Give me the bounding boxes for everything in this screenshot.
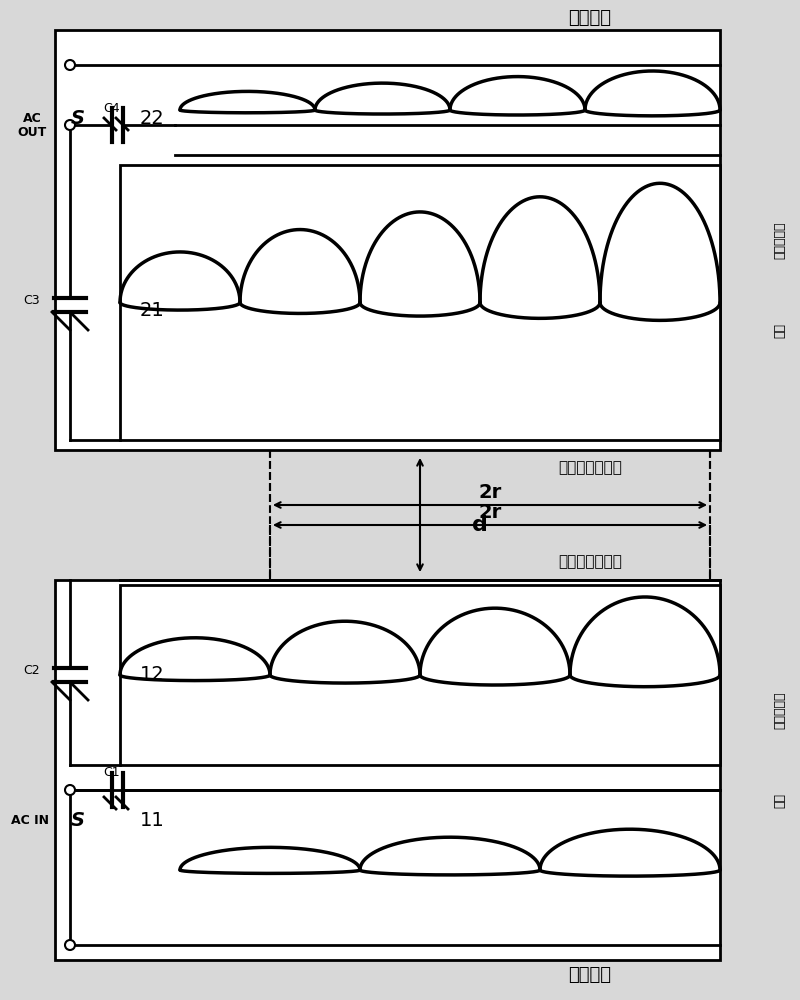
Text: d: d (472, 515, 488, 535)
Bar (120, 585, 720, 765)
Circle shape (65, 940, 75, 950)
Text: 22: 22 (140, 108, 164, 127)
Text: 电容: 电容 (774, 322, 786, 338)
Text: 21: 21 (140, 300, 164, 320)
Text: AC IN: AC IN (11, 814, 49, 826)
Bar (55, 30, 720, 450)
Text: 发射端谐振: 发射端谐振 (774, 691, 786, 729)
Text: 电容: 电容 (774, 792, 786, 808)
Text: 发射线圈: 发射线圈 (569, 966, 611, 984)
Bar (120, 165, 720, 440)
Circle shape (65, 120, 75, 130)
Text: OUT: OUT (18, 125, 46, 138)
Text: C1: C1 (104, 766, 120, 780)
Text: 2r: 2r (478, 484, 502, 502)
Circle shape (65, 60, 75, 70)
Text: S: S (71, 108, 85, 127)
Text: C4: C4 (104, 102, 120, 114)
Text: AC: AC (22, 111, 42, 124)
Text: 2r: 2r (478, 504, 502, 522)
Text: C2: C2 (24, 664, 40, 676)
Text: 12: 12 (140, 666, 164, 684)
Circle shape (65, 785, 75, 795)
Bar (55, 580, 720, 960)
Text: 11: 11 (140, 810, 164, 830)
Text: C3: C3 (24, 294, 40, 306)
Text: 接收端谐振: 接收端谐振 (774, 221, 786, 259)
Text: 发射端放大线圈: 发射端放大线圈 (558, 554, 622, 570)
Text: 接收端放大线圈: 接收端放大线圈 (558, 460, 622, 476)
Text: 接收线圈: 接收线圈 (569, 9, 611, 27)
Text: S: S (71, 810, 85, 830)
